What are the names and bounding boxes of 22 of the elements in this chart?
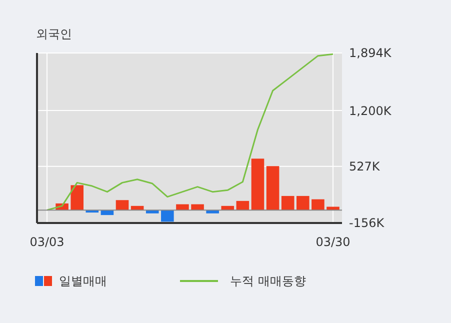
y-tick-label: -156K: [349, 216, 386, 230]
legend-label: 일별매매: [59, 274, 107, 288]
bar: [70, 185, 84, 210]
y-tick-label: 527K: [349, 160, 381, 174]
x-tick-label: 03/30: [316, 235, 350, 249]
line-series: [46, 53, 334, 211]
bar: [312, 199, 324, 210]
y-tick-label: 1,200K: [349, 104, 392, 118]
x-tick-label: 03/03: [30, 235, 64, 249]
chart-title: 외국인: [36, 27, 72, 41]
y-tick-label: 1,894K: [349, 46, 392, 60]
bar: [266, 166, 280, 210]
bar: [206, 210, 219, 214]
bar: [116, 200, 129, 210]
bar: [251, 158, 264, 210]
bar: [326, 206, 340, 210]
bar: [296, 196, 310, 210]
legend-label: 누적 매매동향: [230, 274, 306, 288]
bar: [146, 210, 159, 214]
bar: [161, 210, 174, 222]
bar: [281, 196, 294, 210]
bar: [236, 200, 250, 210]
